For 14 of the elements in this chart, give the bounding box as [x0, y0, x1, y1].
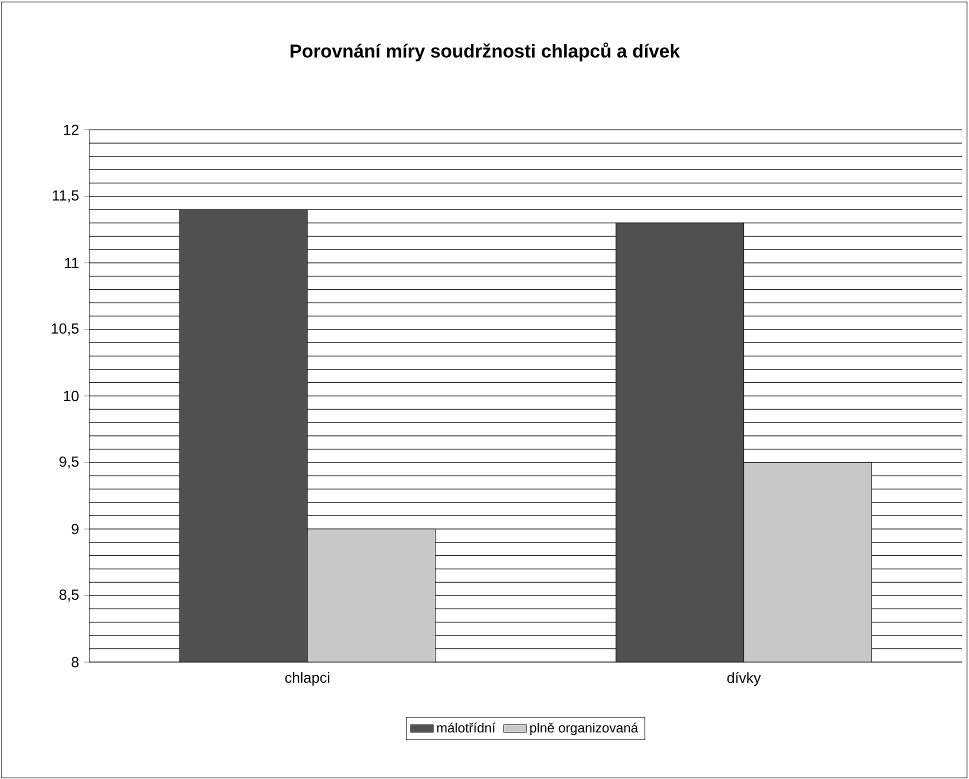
- x-tick-label: dívky: [727, 672, 761, 686]
- y-tick-label: 9,5: [60, 456, 79, 468]
- y-tick-label: 10,5: [52, 323, 79, 336]
- legend-label: málotřídní: [437, 722, 496, 732]
- chart-title: Porovnání míry soudržnosti chlapců a dívek: [290, 42, 680, 62]
- y-tick-label: 11: [65, 258, 78, 268]
- y-tick-label: 8,5: [59, 589, 79, 602]
- y-tick-label: 9: [72, 524, 78, 534]
- y-tick-label: 11,5: [52, 190, 79, 202]
- legend-label: plně organizovaná: [530, 722, 638, 736]
- y-tick-label: 12: [64, 124, 78, 135]
- y-tick-label: 10: [64, 390, 79, 402]
- x-tick-label: chlapci: [285, 672, 330, 686]
- y-tick-label: 8: [72, 656, 79, 668]
